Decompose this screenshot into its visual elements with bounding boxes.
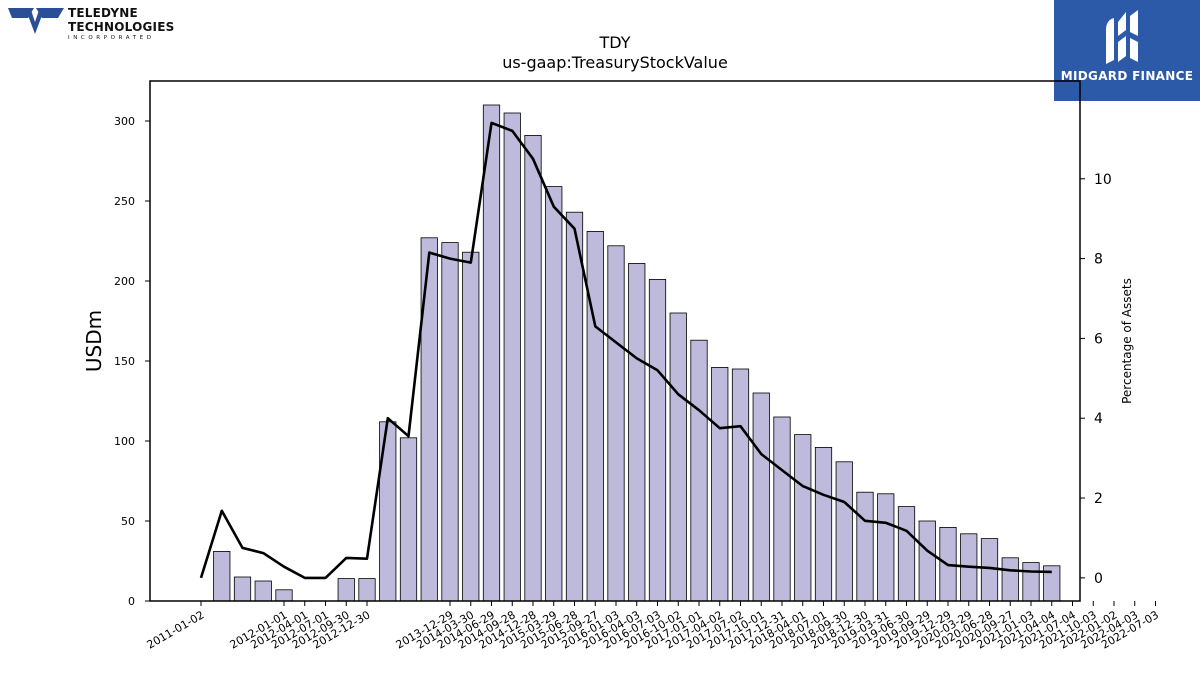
bar-2011-04-03 [213,551,231,602]
y-axis-label: USDm [82,310,106,372]
bar-2017-01-01 [690,339,708,602]
midgard-mark-icon [1106,10,1138,64]
bar-2017-12-31 [773,416,791,602]
bar-2018-12-30 [856,491,874,602]
y2-axis-label: Percentage of Assets [1120,278,1134,404]
bar-2016-04-03 [628,262,646,602]
y2-tick-label: 4 [1094,411,1103,427]
line-series [199,121,1052,580]
bar-2015-06-28 [565,211,584,602]
y-axis-right: 0 2 4 6 8 10 [1080,172,1112,587]
bar-2018-09-30 [835,461,853,602]
bar-2015-09-27 [586,230,604,602]
bar-2017-07-02 [731,368,750,602]
y2-tick-label: 8 [1094,252,1103,268]
bar-2012-12-30 [358,578,376,602]
bar-2017-04-02 [711,366,729,602]
percentage-line [199,121,1052,580]
teledyne-name: TELEDYNE TECHNOLOGIES [68,6,174,34]
bar-2013-06-30 [399,437,418,602]
y-tick-label: 50 [121,515,135,528]
bar-2015-03-29 [545,186,563,602]
chart-subtitle: us-gaap:TreasuryStockValue [502,53,728,72]
y2-tick-label: 10 [1094,172,1112,188]
bar-2014-03-30 [462,251,480,602]
y2-tick-label: 2 [1094,491,1103,507]
bar-2016-10-02 [669,312,687,602]
bar-2018-04-01 [794,434,812,602]
y2-tick-label: 0 [1094,571,1103,587]
bar-series [213,104,1061,602]
y-tick-label: 100 [114,435,135,448]
bar-2014-06-29 [482,104,501,602]
x-axis: 2011-01-02 2012-01-012012-04-012012-07-01… [145,601,1161,652]
bar-2021-01-03 [1022,562,1040,602]
y-tick-label: 150 [114,355,135,368]
teledyne-mark-icon [8,8,64,34]
y-tick-label: 250 [114,195,135,208]
teledyne-line1: TELEDYNE [68,6,138,20]
y-axis-left: 0 50 100 150 200 250 300 [114,115,150,608]
bar-2012-09-30 [337,578,355,602]
bar-2019-09-29 [918,520,936,602]
chart-title: TDY [599,33,631,52]
midgard-brand-text: MIDGARD FINANCE [1060,69,1194,83]
bar-2017-10-01 [752,392,770,602]
bar-2011-10-02 [254,580,272,602]
bar-2014-09-28 [503,112,521,602]
bar-2020-09-27 [1001,557,1019,602]
bar-2018-07-01 [814,446,833,602]
bar-2012-01-01 [275,589,293,602]
y-tick-label: 0 [128,595,135,608]
bar-2016-01-03 [607,245,625,602]
bar-2019-03-31 [877,493,895,602]
y-tick-label: 300 [114,115,135,128]
bar-2013-12-29 [441,242,459,602]
bar-2011-07-03 [233,576,252,602]
plot-frame [149,80,1081,602]
y-tick-label: 200 [114,275,135,288]
teledyne-logo: TELEDYNE TECHNOLOGIES INCORPORATED [6,4,181,46]
midgard-logo: MIDGARD FINANCE [1054,0,1200,101]
bar-2019-06-30 [897,506,916,602]
y2-tick-label: 6 [1094,331,1103,347]
bar-2016-07-03 [648,278,667,602]
bar-2014-12-28 [524,134,542,602]
teledyne-line2: TECHNOLOGIES [68,20,175,34]
teledyne-line3: INCORPORATED [68,35,155,41]
x-tick-label: 2011-01-02 [145,608,207,651]
